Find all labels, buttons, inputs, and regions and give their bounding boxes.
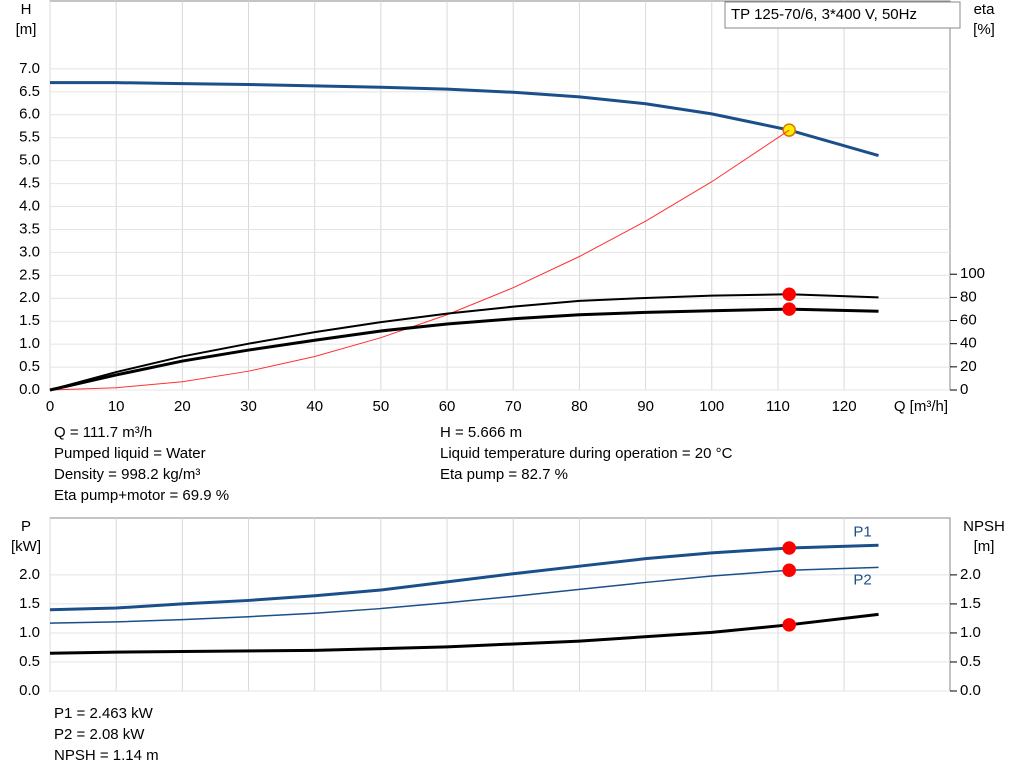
duty-point [782,541,796,555]
y2-axis-unit: [m] [974,538,995,555]
y-axis-unit: [kW] [11,538,41,555]
y2-axis-label: eta [974,1,996,18]
y-tick-label: 5.5 [19,129,40,146]
series-label: P2 [853,571,871,588]
y-tick-label: 4.0 [19,197,40,214]
x-tick-label: 120 [832,398,857,415]
y-tick-label: 2.0 [19,289,40,306]
y2-tick-label: 1.0 [960,624,981,641]
x-tick-label: 50 [373,398,390,415]
title-box [724,1,961,29]
info-text: Liquid temperature during operation = 20… [440,445,733,462]
y-tick-label: 4.5 [19,175,40,192]
y-tick-label: 0.0 [19,682,40,699]
y2-tick-label: 2.0 [960,566,981,583]
y-tick-label: 2.0 [19,566,40,583]
info-text: Eta pump+motor = 69.9 % [54,487,229,504]
info-text: P1 = 2.463 kW [54,705,154,722]
curve [49,129,790,391]
info-text: Density = 998.2 kg/m³ [54,466,200,483]
y2-tick-label: 40 [960,335,977,352]
y-tick-label: 3.5 [19,220,40,237]
curve [49,307,879,392]
y2-tick-label: 60 [960,312,977,329]
y2-tick-label: 80 [960,288,977,305]
y-tick-label: 0.5 [19,358,40,375]
info-text: Pumped liquid = Water [54,445,206,462]
info-text: H = 5.666 m [440,424,522,441]
duty-point [782,563,796,577]
duty-point [782,618,796,632]
y-tick-label: 0.0 [19,381,40,398]
info-text: NPSH = 1.14 m [54,747,159,764]
info-text: P2 = 2.08 kW [54,726,145,743]
x-tick-label: 110 [766,398,790,415]
info-text: Q = 111.7 m³/h [54,424,152,441]
y2-tick-label: 0.5 [960,653,981,670]
y-tick-label: 1.5 [19,595,40,612]
y-axis-unit: [m] [16,21,37,38]
y2-tick-label: 1.5 [960,595,981,612]
y2-tick-label: 100 [960,265,985,282]
x-tick-label: 70 [505,398,522,415]
duty-point [782,302,796,316]
x-axis-label: Q [m³/h] [894,398,948,415]
x-tick-label: 100 [699,398,724,415]
x-tick-label: 0 [46,398,54,415]
y2-axis-label: NPSH [963,518,1005,535]
y2-tick-label: 20 [960,358,977,375]
y-axis-label: H [21,1,32,18]
y-axis-label: P [21,518,31,535]
y-tick-label: 2.5 [19,266,40,283]
y-tick-label: 1.5 [19,312,40,329]
y-tick-label: 6.0 [19,106,40,123]
x-tick-label: 10 [108,398,125,415]
plot-area [49,0,951,391]
duty-point [782,287,796,302]
y2-axis-unit: [%] [973,21,995,38]
y-tick-label: 3.0 [19,243,40,260]
chart-title: TP 125-70/6, 3*400 V, 50Hz [731,6,917,23]
x-tick-label: 90 [637,398,654,415]
curve [50,81,879,158]
y-tick-label: 7.0 [19,60,40,77]
x-tick-label: 30 [240,398,257,415]
x-tick-label: 60 [439,398,456,415]
x-tick-label: 80 [571,398,588,415]
series-label: P1 [853,523,871,540]
y-tick-label: 6.5 [19,83,40,100]
y2-tick-label: 0 [960,381,968,398]
y-tick-label: 1.0 [19,624,40,641]
y-tick-label: 1.0 [19,335,40,352]
curve [49,612,879,655]
curve [49,566,879,624]
x-tick-label: 20 [174,398,191,415]
y-tick-label: 0.5 [19,653,40,670]
y-tick-label: 5.0 [19,152,40,169]
curve [49,543,879,612]
x-tick-label: 40 [306,398,323,415]
y2-tick-label: 0.0 [960,682,981,699]
info-text: Eta pump = 82.7 % [440,466,568,483]
curve [49,293,879,391]
